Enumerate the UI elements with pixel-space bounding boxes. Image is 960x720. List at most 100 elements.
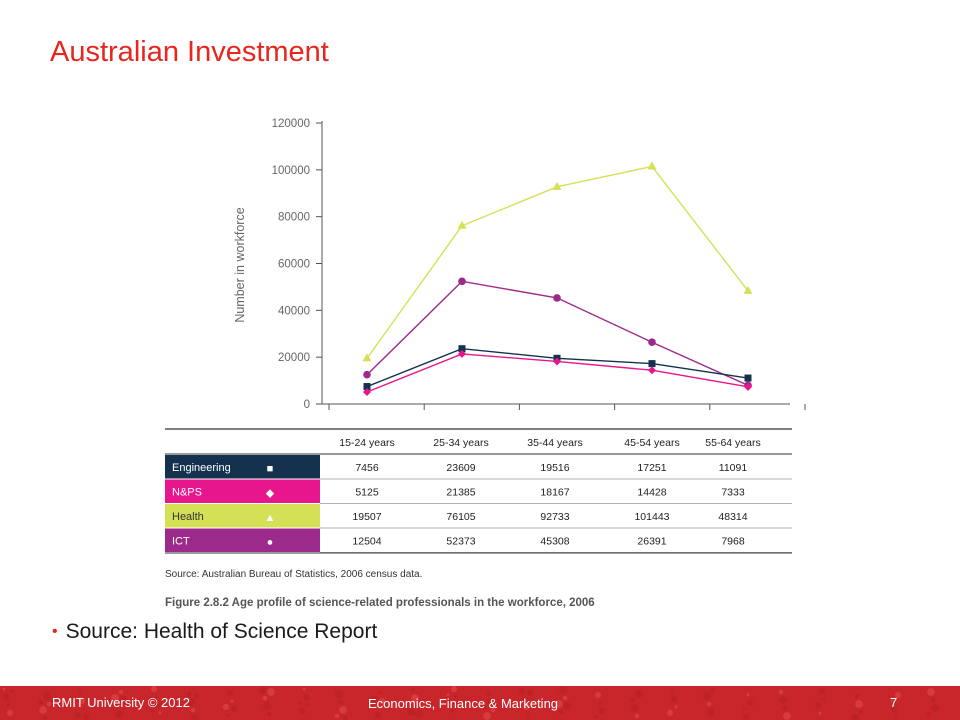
series-line-health <box>366 165 749 359</box>
footer-dot <box>483 712 491 720</box>
footer-dot <box>598 707 606 715</box>
footer-dot <box>39 706 47 714</box>
footer-dot <box>746 699 754 707</box>
footer-pattern <box>2 686 939 720</box>
footer-dot <box>446 699 454 707</box>
footer-dot <box>670 689 674 693</box>
chart-source: Source: Australian Bureau of Statistics,… <box>165 569 422 580</box>
footer-dot <box>82 713 90 720</box>
table-row-label: N&PS <box>172 487 202 499</box>
footer-dot <box>746 693 750 697</box>
footer-dot <box>226 713 230 717</box>
footer-dot <box>2 687 6 691</box>
footer-dot <box>306 703 310 707</box>
data-point-ict <box>458 277 466 286</box>
footer-dot <box>487 698 495 706</box>
y-tick-label: 60000 <box>278 259 310 271</box>
footer-dot <box>119 696 127 704</box>
footer-dot <box>522 697 526 701</box>
footer-dot <box>411 694 419 702</box>
footer-dot <box>890 699 894 703</box>
table-cell: 14428 <box>637 487 666 499</box>
footer-dot <box>194 693 200 699</box>
footer-dot <box>594 715 598 719</box>
y-tick-label: 0 <box>304 399 310 411</box>
footer-dot <box>851 714 859 720</box>
footer-dot <box>302 693 310 701</box>
chart-series <box>362 161 753 396</box>
footer-copyright: RMIT University © 2012 <box>52 695 190 710</box>
table-cell: 5125 <box>355 487 379 499</box>
footer-dot <box>522 703 530 711</box>
table-row-label: ICT <box>172 536 190 548</box>
table-header-cell: 35-44 years <box>527 437 582 449</box>
footer-dot <box>267 688 275 696</box>
footer-dot <box>779 696 787 704</box>
footer-dot <box>78 697 86 705</box>
footer-dot <box>450 709 454 713</box>
footer-dot <box>6 703 10 707</box>
table-row-label-cell <box>165 479 320 503</box>
table-cell: 19507 <box>352 511 381 523</box>
y-tick-label: 80000 <box>278 212 310 224</box>
footer-dot <box>931 704 939 712</box>
table-row-symbol-icon: ● <box>267 537 274 549</box>
footer-dot <box>894 715 898 719</box>
table-header-cell: 15-24 years <box>339 437 394 449</box>
footer-dot <box>115 710 123 718</box>
chart-axes: 0 20000 40000 60000 80000 100000 120000 Number … <box>233 118 806 411</box>
footer-dot <box>855 700 863 708</box>
source-bullet: • Source: Health of Science Report <box>52 620 377 644</box>
footer-dot <box>378 697 386 705</box>
footer-dot <box>814 701 822 709</box>
footer-dot <box>190 707 196 713</box>
data-table: 15-24 years 25-34 years 35-44 years 45-54 y… <box>165 428 792 554</box>
footer-dot <box>710 687 716 693</box>
footer-dot <box>410 687 416 693</box>
footer-dot <box>266 711 272 717</box>
footer-dot <box>930 697 936 703</box>
footer-dot <box>2 693 10 701</box>
footer-dot <box>526 713 530 717</box>
table-row-symbol-icon: ■ <box>267 463 274 475</box>
table-row-label-cell <box>165 504 320 528</box>
footer-dot <box>674 705 678 709</box>
table-row-label-cell <box>165 455 320 479</box>
footer-dot <box>78 691 82 695</box>
footer-dot <box>414 703 420 709</box>
footer-dot <box>154 695 158 699</box>
footer-dot <box>374 711 382 719</box>
footer-dot <box>482 705 488 711</box>
chart-caption: Figure 2.8.2 Age profile of science-rela… <box>165 597 595 609</box>
y-tick-label: 120000 <box>272 118 310 130</box>
footer-dot <box>666 709 674 717</box>
footer-dot <box>818 687 826 695</box>
footer-dot <box>150 686 158 693</box>
table-cell: 21385 <box>446 487 475 499</box>
table-row-label-cell <box>165 528 320 552</box>
footer-dot <box>563 702 571 710</box>
footer-dot <box>187 698 195 706</box>
y-tick-label: 20000 <box>278 352 310 364</box>
footer-dot <box>634 713 640 719</box>
footer-dot <box>114 703 120 709</box>
table-cell: 26391 <box>637 536 666 548</box>
footer-dot <box>926 711 932 717</box>
data-point-ict <box>363 370 371 379</box>
footer-dot <box>822 697 826 701</box>
data-point-engineering <box>744 374 752 382</box>
data-point-health <box>743 285 753 294</box>
footer-dot <box>778 689 784 695</box>
table-cell: 7456 <box>355 462 379 474</box>
footer-dot <box>707 708 715 716</box>
footer-dot <box>742 713 750 720</box>
footer-dot <box>302 687 306 691</box>
data-point-health <box>362 353 372 362</box>
data-point-nps <box>648 366 656 375</box>
footer-dot <box>446 693 450 697</box>
footer-dot <box>222 703 230 711</box>
table-cell: 7968 <box>721 536 745 548</box>
table-row-label: Health <box>172 511 204 523</box>
footer-dot <box>370 695 378 703</box>
table-cell: 92733 <box>540 511 569 523</box>
